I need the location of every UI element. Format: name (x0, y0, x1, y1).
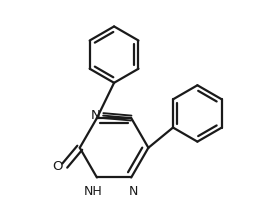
Text: N: N (90, 109, 100, 122)
Text: NH: NH (84, 185, 103, 198)
Text: O: O (52, 160, 63, 173)
Text: N: N (129, 185, 138, 198)
